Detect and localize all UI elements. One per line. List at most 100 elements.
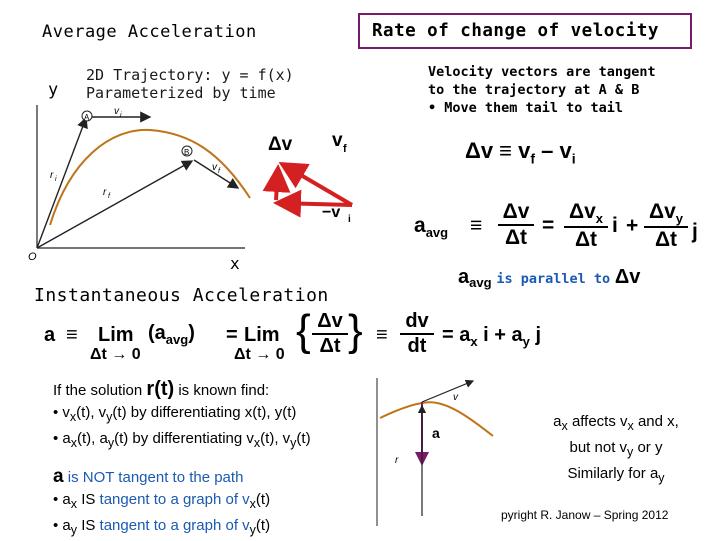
x-label: x [230,254,240,273]
dv-def-text: Δv ≡ v [465,138,531,163]
frac-dvx-den: Δt [574,228,598,252]
b2-b: (t), a [77,430,108,447]
parallel-statement: aavg is parallel to Δv [458,266,640,290]
solution-bullet-2: • ax(t), ay(t) by differentiating vx(t),… [53,428,311,454]
ri-sub: i [55,176,57,183]
parallel-text: is parallel to [496,271,611,287]
b3-x: x [70,497,78,511]
b3-is: IS [81,491,96,508]
big-vf-label: v [332,130,343,151]
rate-of-change-box: Rate of change of velocity [358,13,692,49]
inst-rhs-i: i [483,324,489,346]
dv-def-sub-i: i [571,150,576,167]
inst-rhs-y: y [522,334,530,349]
neg-vi-vector [273,189,353,218]
tangent-note-line-1: Velocity vectors are tangent [428,64,656,80]
trajectory-description: 2D Trajectory: y = f(x) Parameterized by… [86,66,294,102]
frac-dvy-dt: Δvy Δt [644,200,688,252]
parallel-a-sub: avg [469,275,492,290]
tangent-note-line-3: • Move them tail to tail [428,100,624,116]
frac-dt-den: Δt [504,226,528,249]
frac-dvy-num: Δv [648,200,676,223]
b4-c: (t) [255,517,271,534]
delta-v-definition: Δv ≡ vf – vi [465,138,576,166]
origin-label: O [28,251,37,263]
vi-sub: i [120,112,122,119]
rf-sub: f [108,193,111,200]
c1-x2: x [627,419,634,433]
b2-e: (t) [296,430,311,447]
b4-b: tangent to a graph of v [99,517,250,534]
inst-equiv: ≡ [66,324,78,346]
ri-label: r [50,170,54,181]
b1-y: y [106,410,113,424]
inst-lim-sub-1: Δt → 0 [90,346,141,363]
position-vector-ri [36,116,88,249]
solution-bullet-4: • ay IS tangent to a graph of vy(t) [53,515,311,541]
inst-frac-dvd: dv [400,310,434,335]
c3-y: y [658,471,665,485]
y-label: y [48,80,59,100]
c1-c: and x, [637,413,679,430]
trajectory-line-1: 2D Trajectory: y = f(x) [86,66,294,84]
solution-bullet-3: • ax IS tangent to a graph of vx(t) [53,489,311,515]
rf-label: r [103,187,107,198]
nt-text: is NOT tangent to the path [67,469,244,486]
delta-v-vector [262,164,291,201]
b2-a: • a [53,430,71,447]
trajectory-line-2: Parameterized by time [86,84,276,102]
parallel-dv: Δv [614,266,641,288]
b3-a: • a [53,491,71,508]
c1-b: affects v [571,413,628,430]
mini-diagram: v a r [376,378,494,526]
b2-y2: y [290,436,297,450]
b2-c: (t) by differentiating v [114,430,254,447]
inst-aavg-paren: (aavg) [148,322,195,347]
trajectory-diagram: O A B v i v f r i r f Δv v f −v i [28,105,354,263]
plus-sign: + [626,214,639,237]
solution-intro: If the solution r(t) is known find: [53,378,311,402]
b1-c: (t) by differentiating x(t), y(t) [112,404,297,421]
not-tangent-line: a is NOT tangent to the path [53,466,311,489]
b2-d: (t), v [260,430,291,447]
point-b-marker [181,145,193,157]
inst-frac-dv-dt: Δv Δt [312,310,348,358]
point-a-marker [81,110,93,122]
velocity-vf-at-b [193,159,240,189]
point-b-label: B [184,148,189,157]
frac-dvx-dt: Δvx Δt [564,200,608,252]
b2-x: x [70,436,78,450]
inst-lim-sub-2: Δt → 0 [234,346,285,363]
inst-lim-2: Lim [244,324,280,346]
mini-a-label: a [432,425,440,441]
b1-b: (t), v [76,404,107,421]
solution-intro-r: r(t) [146,378,175,400]
i-hat: i [612,214,618,237]
b3-c: (t) [255,491,271,508]
inst-lim-1: Lim [98,324,134,346]
inst-rhs-j: j [535,324,541,346]
nt-a: a [53,466,64,487]
c1-a: a [553,413,562,430]
copyright: pyright R. Janow – Spring 2012 [501,508,669,522]
inst-frac-dvdt: dv dt [400,310,434,358]
instantaneous-equation: a ≡ Lim Δt → 0 (aavg) = Lim Δt → 0 { Δv … [44,306,564,366]
inst-rhs-a: = a [442,324,471,346]
tangent-note-line-2: to the trajectory at A & B [428,82,640,98]
instantaneous-heading: Instantaneous Acceleration [34,285,329,306]
rate-of-change-heading: Rate of change of velocity [372,21,659,41]
aavg-lhs: aavg [414,214,448,240]
solution-intro-pre: If the solution [53,382,143,399]
neg-vi-sub: i [348,214,351,225]
inst-aavg-sub: avg [165,332,189,347]
point-a-label: A [84,113,90,122]
inst-frac-dv: Δv [312,310,348,335]
b4-is: IS [81,517,96,534]
inst-rhs: = ax i + ay j [442,324,541,349]
b3-x2: x [249,497,256,511]
inst-aavg-close: ) [188,322,195,344]
c2-y: y [627,445,634,459]
components-note: ax affects vx and x, but not vy or y Sim… [536,411,696,489]
inst-a: a [44,324,56,346]
vi-label: v [114,106,120,117]
